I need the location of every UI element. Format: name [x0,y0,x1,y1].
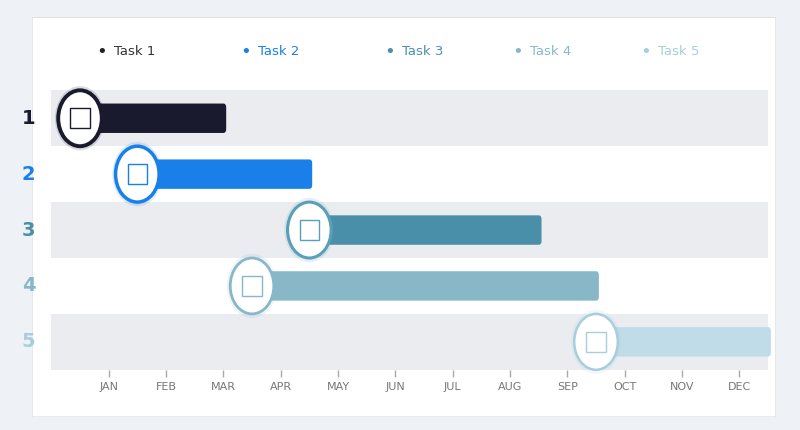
Text: 5: 5 [22,332,35,351]
Bar [51,258,768,314]
Text: 4: 4 [22,276,35,295]
Text: •: • [240,43,250,61]
FancyBboxPatch shape [77,104,226,133]
Text: Task 1: Task 1 [114,45,155,58]
Circle shape [571,310,621,374]
Text: •: • [512,43,522,61]
Text: 2: 2 [22,165,35,184]
Text: •: • [640,43,650,61]
FancyBboxPatch shape [134,160,312,189]
FancyBboxPatch shape [306,215,542,245]
Text: •: • [96,43,106,61]
Text: Task 2: Task 2 [258,45,299,58]
Circle shape [55,86,105,150]
Text: Task 5: Task 5 [658,45,699,58]
Circle shape [115,146,159,202]
Bar [51,90,768,146]
Bar [51,146,768,202]
FancyBboxPatch shape [32,17,776,417]
FancyBboxPatch shape [593,327,771,356]
Text: Task 4: Task 4 [530,45,571,58]
Text: •: • [384,43,394,61]
FancyBboxPatch shape [249,271,599,301]
Bar [51,314,768,370]
Bar [51,202,768,258]
Circle shape [287,202,331,258]
Circle shape [284,198,334,262]
Circle shape [227,254,277,318]
Circle shape [230,258,274,314]
Text: 3: 3 [22,221,35,240]
Circle shape [58,90,102,146]
Circle shape [574,314,618,370]
Text: 1: 1 [22,109,35,128]
Text: Task 3: Task 3 [402,45,443,58]
Circle shape [112,142,162,206]
